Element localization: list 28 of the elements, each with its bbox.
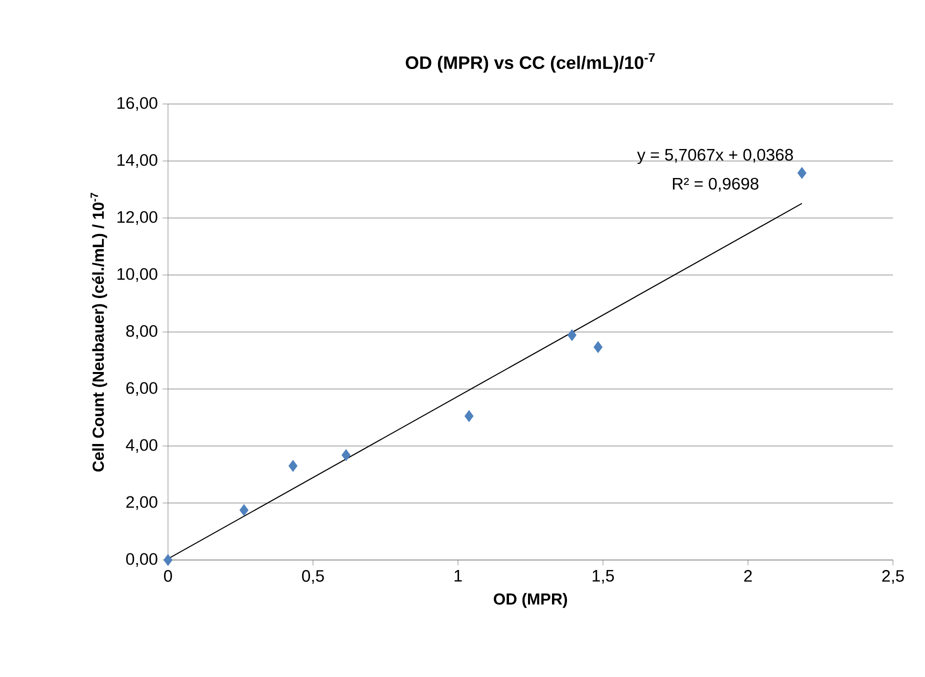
x-tick-label: 0,5 — [302, 570, 324, 584]
annotation: R² = 0,9698 — [672, 178, 758, 192]
y-tick-label: 2,00 — [126, 496, 158, 510]
y-tick-label: 10,00 — [118, 268, 158, 282]
x-axis-title: OD (MPR) — [494, 592, 568, 608]
point — [464, 410, 474, 422]
y-tick-label: 12,00 — [118, 211, 158, 225]
point — [240, 504, 248, 516]
x-tick-label: 0 — [164, 570, 172, 582]
y-axis-title: Cell Count (Neubauer) (cél./mL) / 10$^{-7}$ — [90, 192, 108, 472]
point — [342, 449, 351, 461]
x-tick-label: 1,5 — [592, 570, 614, 584]
y-tick-label: 4,00 — [126, 439, 158, 453]
point — [594, 341, 603, 353]
x-tick-label: 1 — [454, 570, 462, 582]
y-tick-label: 14,00 — [118, 154, 158, 168]
y-tick-label: 8,00 — [126, 325, 158, 339]
y-tick-label: 0,00 — [126, 553, 158, 567]
point — [797, 167, 806, 179]
chart-title: OD (MPR) vs CC (cel/mL)/10$^{-7}$ — [406, 53, 655, 73]
point — [568, 329, 576, 341]
point — [164, 554, 172, 566]
y-tick-label: 16,00 — [118, 97, 158, 111]
y-tick-label: 6,00 — [126, 382, 158, 396]
annotation: y = 5,7067x + 0,0368 — [637, 148, 793, 164]
x-tick-label: 2 — [744, 570, 752, 582]
x-tick-label: 2,5 — [882, 570, 904, 584]
point — [288, 460, 298, 472]
